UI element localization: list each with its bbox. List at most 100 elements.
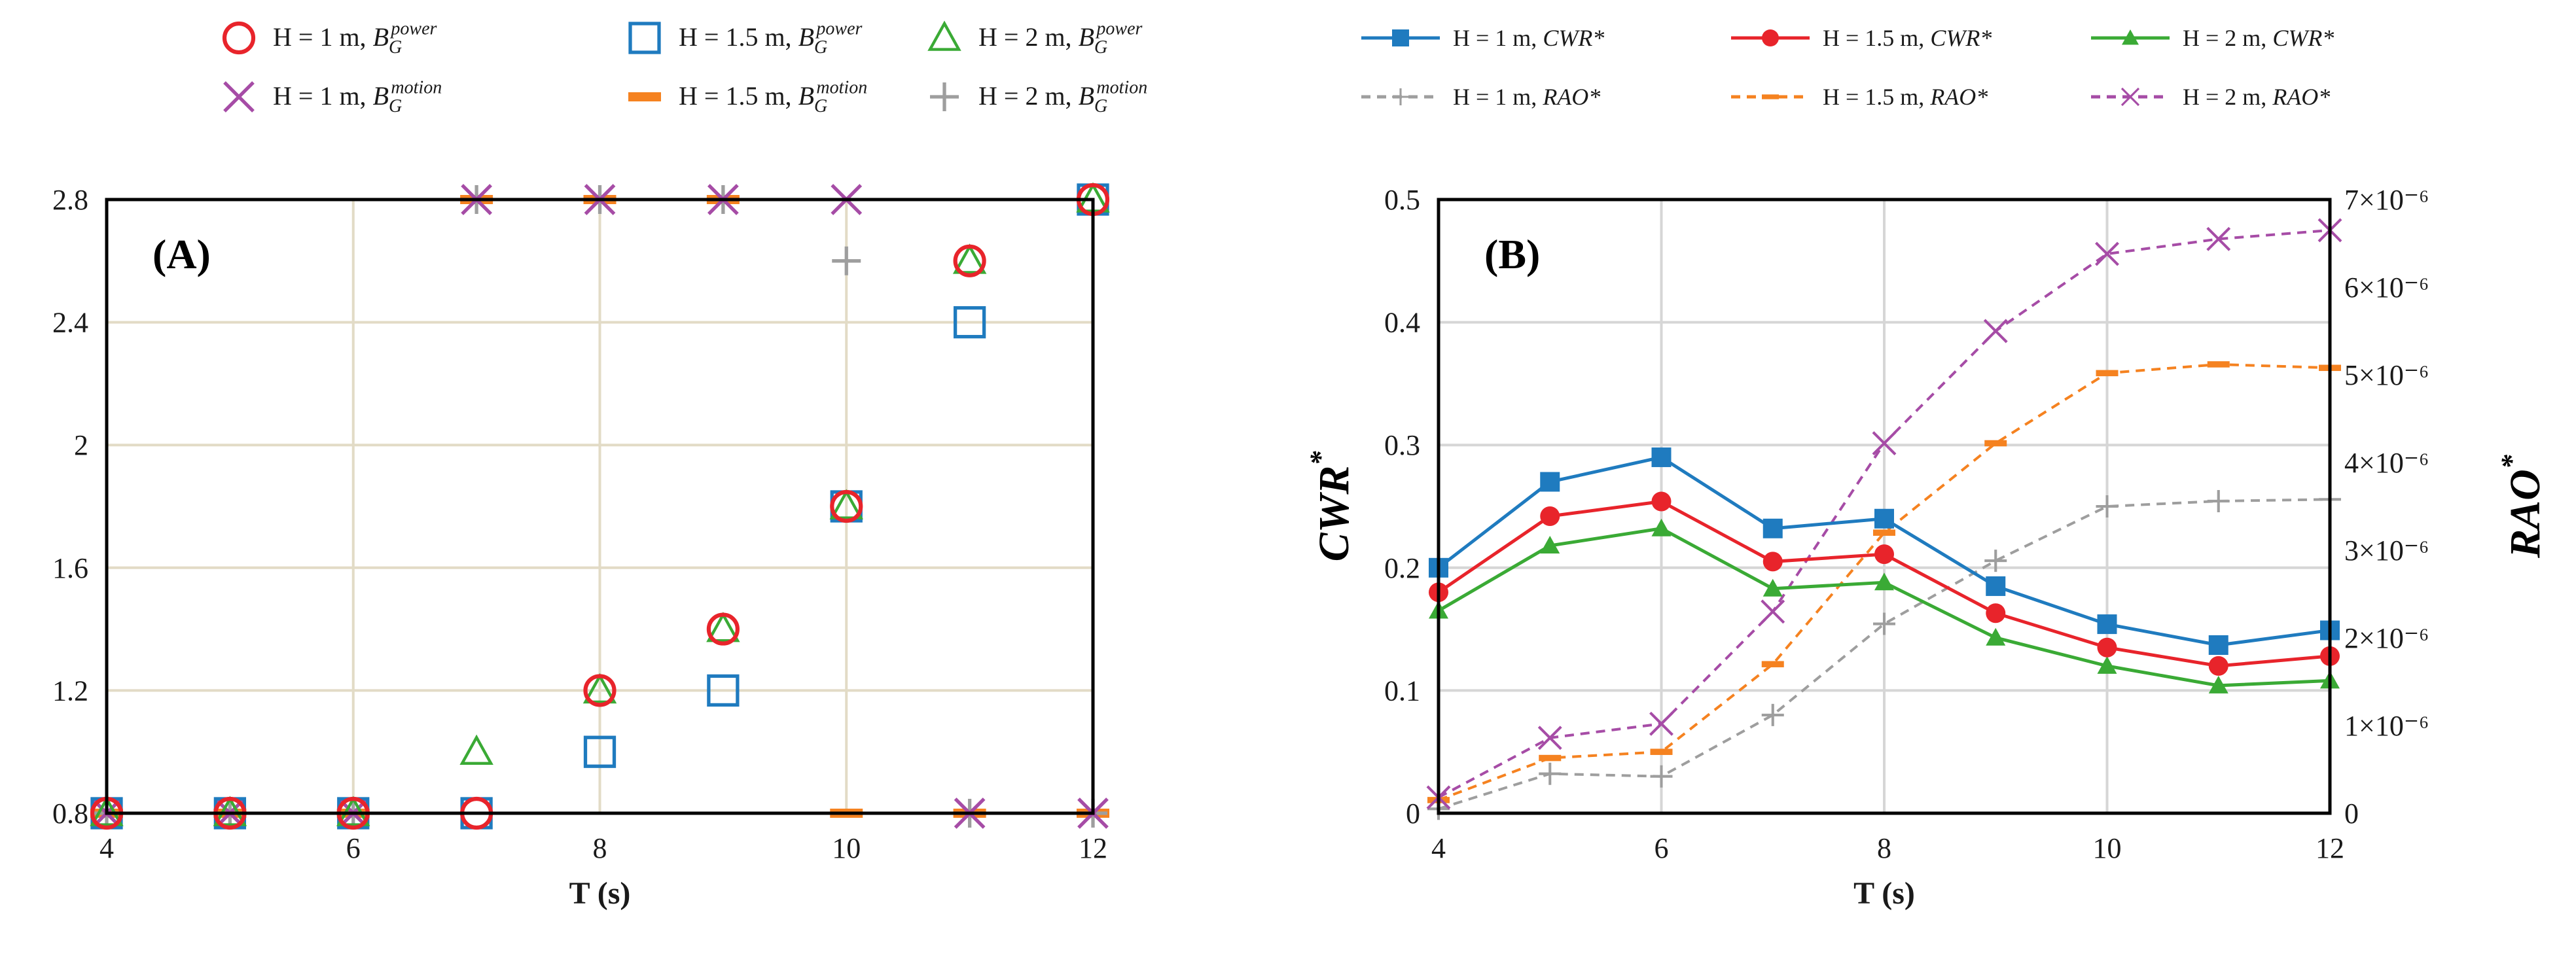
data-point-b xyxy=(2208,656,2228,676)
y-tick-label-right: 2×10⁻⁶ xyxy=(2344,622,2429,654)
data-point-b xyxy=(2207,489,2230,512)
data-point-b xyxy=(2208,675,2228,693)
legend-label-text: H = 1.5 m, xyxy=(679,22,798,52)
legend-marker-b xyxy=(2122,29,2139,45)
legend-subscript: G xyxy=(814,96,827,116)
data-point-a xyxy=(582,673,617,704)
legend-entry-b: H = 1.5 m, CWR* xyxy=(1823,25,1992,51)
data-point-a xyxy=(829,489,863,519)
legend-entry-b: H = 2 m, RAO* xyxy=(2183,84,2330,110)
data-point-b xyxy=(1540,506,1560,527)
data-point-b xyxy=(1872,431,1897,455)
legend-entry-a: H = 2 m, BGpower xyxy=(978,18,1143,58)
legend-label-text: H = 1.5 m, xyxy=(679,81,798,111)
data-point-b xyxy=(1761,599,1785,624)
legend-var: CWR* xyxy=(1930,25,1992,51)
data-point-b xyxy=(1651,491,1672,512)
data-point-a xyxy=(707,674,740,707)
data-point-b xyxy=(2206,226,2231,251)
data-point-b xyxy=(1986,627,2006,646)
legend-symbol: B xyxy=(373,81,389,111)
x-tick-label: 8 xyxy=(1877,832,1891,864)
y-axis-title-right-main: RAO xyxy=(2501,469,2549,559)
legend-symbol: B xyxy=(1079,81,1094,111)
y-tick-label-right: 7×10⁻⁶ xyxy=(2344,184,2429,216)
legend-marker-a xyxy=(628,22,661,54)
legend-superscript: motion xyxy=(1096,77,1147,97)
x-tick-label: 8 xyxy=(593,832,607,864)
legend-marker-b xyxy=(1392,88,1409,105)
data-point-b xyxy=(1873,612,1895,635)
legend-label-text: H = 2 m, xyxy=(2183,25,2272,51)
data-point-b xyxy=(1761,703,1784,726)
legend-symbol: B xyxy=(373,22,389,52)
legend-subscript: G xyxy=(389,37,402,58)
data-point-b xyxy=(2097,656,2117,674)
panel-label-a: (A) xyxy=(152,231,211,277)
data-point-a xyxy=(583,735,617,768)
y-tick-label-right: 1×10⁻⁶ xyxy=(2344,710,2429,742)
y-axis-title-right-star: * xyxy=(2496,454,2528,469)
y-tick-label: 1.6 xyxy=(52,552,88,584)
data-point-b xyxy=(2095,241,2119,266)
data-point-b xyxy=(2208,635,2228,655)
data-point-a xyxy=(953,306,986,339)
data-point-a xyxy=(830,489,863,523)
data-point-b xyxy=(1540,472,1560,492)
data-point-a xyxy=(706,612,740,642)
data-point-a xyxy=(459,734,493,765)
y-tick-label-right: 6×10⁻⁶ xyxy=(2344,272,2429,304)
legend-label-text: H = 2 m, xyxy=(978,81,1079,111)
data-point-b xyxy=(1540,536,1560,554)
legend-label-text: H = 2 m, xyxy=(2183,84,2272,110)
legend-marker-b xyxy=(1762,94,1779,99)
y-tick-label: 2.8 xyxy=(52,184,88,216)
legend-marker-a xyxy=(223,81,255,113)
data-point-b xyxy=(1873,529,1895,536)
plot-frame-a xyxy=(105,198,1095,815)
legend-entry-a: H = 2 m, BGmotion xyxy=(978,77,1147,116)
legend-entry-a: H = 1 m, BGmotion xyxy=(273,77,442,116)
legend-var: CWR* xyxy=(1543,25,1604,51)
y-tick-label: 2.4 xyxy=(52,307,88,339)
data-point-b xyxy=(1539,754,1562,762)
legend-symbol: B xyxy=(798,22,814,52)
legend-label-text: H = 1.5 m, xyxy=(1823,84,1930,110)
legend-marker-b xyxy=(2120,87,2140,107)
legend-entry-b: H = 1.5 m, RAO* xyxy=(1823,84,1988,110)
data-point-b xyxy=(1874,572,1894,591)
data-point-a xyxy=(952,243,987,274)
y-axis-title-left-main: CWR xyxy=(1310,466,1358,562)
data-point-b xyxy=(2096,370,2119,377)
data-point-b xyxy=(1986,576,2006,596)
legend-entry-b: H = 2 m, CWR* xyxy=(2183,25,2334,51)
legend-subscript: G xyxy=(1094,37,1107,58)
legend-var: RAO* xyxy=(1929,84,1988,110)
y-tick-label-left: 0.3 xyxy=(1384,429,1420,461)
legend-label-text: H = 1 m, xyxy=(1453,25,1543,51)
data-point-b xyxy=(1539,762,1562,785)
legend-marker-a xyxy=(628,92,661,101)
y-tick-label-left: 0.4 xyxy=(1384,307,1420,339)
legend-var: CWR* xyxy=(2272,25,2334,51)
legend-label-text: H = 1 m, xyxy=(273,81,373,111)
x-tick-label: 4 xyxy=(1431,832,1446,864)
x-tick-label: 12 xyxy=(1079,832,1107,864)
data-point-b xyxy=(2097,637,2117,658)
legend-entry-b: H = 1 m, CWR* xyxy=(1453,25,1604,51)
legend-var: RAO* xyxy=(2272,84,2330,110)
legend-label-text: H = 1 m, xyxy=(273,22,373,52)
data-point-b xyxy=(1984,550,2007,572)
data-point-a xyxy=(953,244,986,277)
data-point-b xyxy=(2096,495,2119,518)
y-tick-label-right: 4×10⁻⁶ xyxy=(2344,447,2429,479)
legend-marker-a xyxy=(927,20,961,51)
data-point-b xyxy=(1650,765,1673,788)
legend-entry-a: H = 1.5 m, BGpower xyxy=(679,18,863,58)
legend-subscript: G xyxy=(814,37,827,58)
x-tick-label: 6 xyxy=(346,832,361,864)
legend-label-text: H = 2 m, xyxy=(978,22,1079,52)
legend-label-text: H = 1.5 m, xyxy=(1823,25,1930,51)
